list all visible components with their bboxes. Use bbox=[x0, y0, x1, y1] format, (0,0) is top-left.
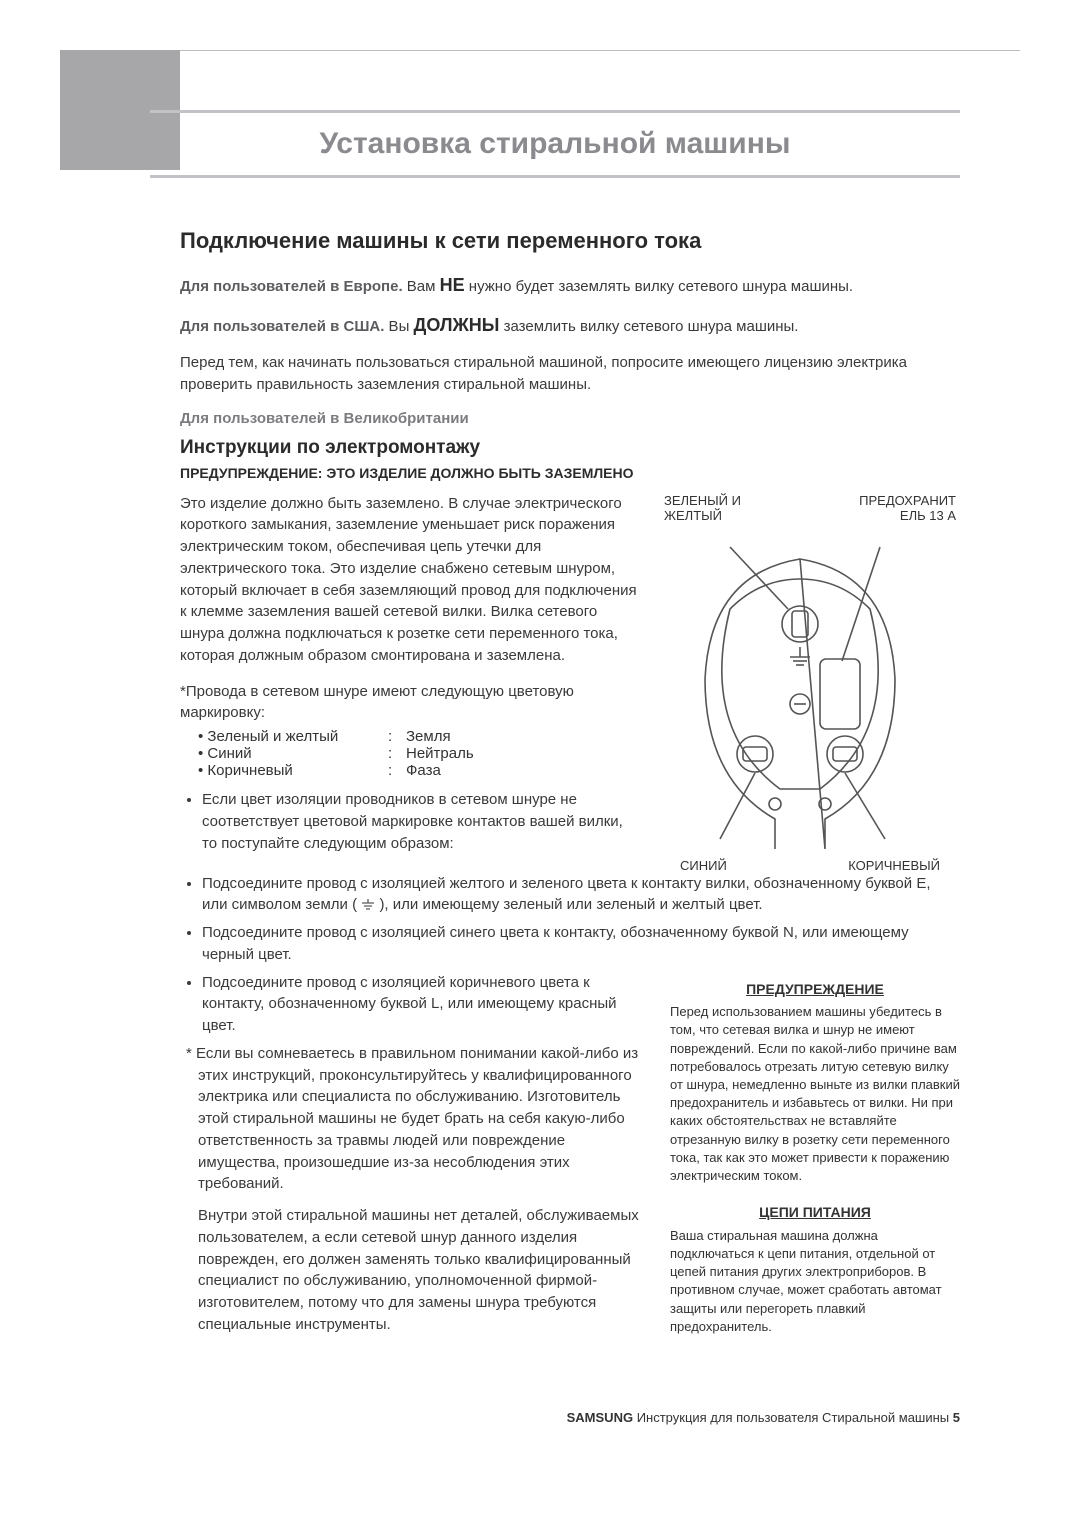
europe-tail: нужно будет заземлять вилку сетевого шну… bbox=[465, 278, 853, 295]
warning-box-title: ПРЕДУПРЕЖДЕНИЕ bbox=[670, 980, 960, 1000]
usa-emph: ДОЛЖНЫ bbox=[414, 315, 500, 335]
bullet-list-earth: Подсоедините провод с изоляцией желтого … bbox=[180, 873, 960, 966]
usa-tail: заземлить вилку сетевого шнура машины. bbox=[499, 318, 798, 335]
bullet-list-a: Если цвет изоляции проводников в сетевом… bbox=[180, 789, 640, 854]
usa-note: Для пользователей в США. Вы ДОЛЖНЫ зазем… bbox=[180, 312, 960, 338]
bullet-item-earth: Подсоедините провод с изоляцией желтого … bbox=[202, 873, 960, 917]
wire-color: Коричневый bbox=[198, 762, 388, 779]
wire-sep: : bbox=[388, 745, 406, 762]
footer-brand: SAMSUNG bbox=[567, 1410, 633, 1425]
wire-role: Нейтраль bbox=[406, 745, 474, 762]
diagram-bottom-labels: СИНИЙ КОРИЧНЕВЫЙ bbox=[660, 858, 960, 873]
diagram-label-green-yellow-2: ЖЕЛТЫЙ bbox=[664, 508, 741, 523]
wire-sep: : bbox=[388, 728, 406, 745]
diagram-label-green-yellow-1: ЗЕЛЕНЫЙ И bbox=[664, 493, 741, 508]
wiring-heading: Инструкции по электромонтажу bbox=[180, 437, 960, 459]
chain-box-title: ЦЕПИ ПИТАНИЯ bbox=[670, 1203, 960, 1223]
wiring-warning: ПРЕДУПРЕЖДЕНИЕ: ЭТО ИЗДЕЛИЕ ДОЛЖНО БЫТЬ … bbox=[180, 465, 960, 481]
chain-box-body: Ваша стиральная машина должна подключать… bbox=[670, 1227, 960, 1336]
europe-note: Для пользователей в Европе. Вам НЕ нужно… bbox=[180, 272, 960, 298]
wire-color: Синий bbox=[198, 745, 388, 762]
pre-check-text: Перед тем, как начинать пользоваться сти… bbox=[180, 352, 960, 396]
page-title: Установка стиральной машины bbox=[150, 110, 960, 178]
footer-text: Инструкция для пользователя Стиральной м… bbox=[633, 1410, 953, 1425]
bullet-item: Подсоедините провод с изоляцией синего ц… bbox=[202, 922, 960, 966]
europe-lead: Для пользователей в Европе. bbox=[180, 278, 403, 295]
chain-box: ЦЕПИ ПИТАНИЯ Ваша стиральная машина долж… bbox=[670, 1203, 960, 1336]
diagram-label-fuse-2: ЕЛЬ 13 А bbox=[859, 508, 956, 523]
wires-intro: *Провода в сетевом шнуре имеют следующую… bbox=[180, 681, 640, 725]
warning-box: ПРЕДУПРЕЖДЕНИЕ Перед использованием маши… bbox=[670, 980, 960, 1185]
wire-color: Зеленый и желтый bbox=[198, 728, 388, 745]
wire-color-list: Зеленый и желтый : Земля Синий : Нейтрал… bbox=[198, 728, 640, 779]
page-footer: SAMSUNG Инструкция для пользователя Стир… bbox=[60, 1410, 1020, 1425]
bullet-item: Подсоедините провод с изоляцией коричнев… bbox=[202, 972, 646, 1037]
wire-sep: : bbox=[388, 762, 406, 779]
usa-lead: Для пользователей в США. bbox=[180, 318, 384, 335]
service-paragraph: Внутри этой стиральной машины нет детале… bbox=[180, 1205, 646, 1336]
earth-symbol-icon bbox=[361, 899, 375, 911]
earth-paragraph: Это изделие должно быть заземлено. В слу… bbox=[180, 493, 640, 667]
wire-row: Синий : Нейтраль bbox=[198, 745, 640, 762]
warning-box-body: Перед использованием машины убедитесь в … bbox=[670, 1003, 960, 1185]
bullet-item: Если цвет изоляции проводников в сетевом… bbox=[202, 789, 640, 854]
diagram-top-labels: ЗЕЛЕНЫЙ И ЖЕЛТЫЙ ПРЕДОХРАНИТ ЕЛЬ 13 А bbox=[660, 493, 960, 523]
uk-lead: Для пользователей в Великобритании bbox=[180, 410, 960, 427]
bullet-list-c: Подсоедините провод с изоляцией коричнев… bbox=[180, 972, 646, 1037]
usa-mid: Вы bbox=[384, 318, 413, 335]
doubt-paragraph: Если вы сомневаетесь в правильном понима… bbox=[180, 1043, 646, 1195]
europe-emph: НЕ bbox=[440, 275, 465, 295]
bullet-earth-post: ), или имеющему зеленый или зеленый и же… bbox=[379, 896, 762, 913]
wire-row: Коричневый : Фаза bbox=[198, 762, 640, 779]
diagram-label-blue: СИНИЙ bbox=[680, 858, 727, 873]
europe-mid: Вам bbox=[403, 278, 440, 295]
section-heading: Подключение машины к сети переменного то… bbox=[180, 228, 960, 254]
diagram-label-brown: КОРИЧНЕВЫЙ bbox=[848, 858, 940, 873]
plug-diagram bbox=[660, 529, 940, 849]
wire-role: Фаза bbox=[406, 762, 441, 779]
diagram-label-fuse-1: ПРЕДОХРАНИТ bbox=[859, 493, 956, 508]
wire-role: Земля bbox=[406, 728, 451, 745]
footer-page: 5 bbox=[953, 1410, 960, 1425]
wire-row: Зеленый и желтый : Земля bbox=[198, 728, 640, 745]
